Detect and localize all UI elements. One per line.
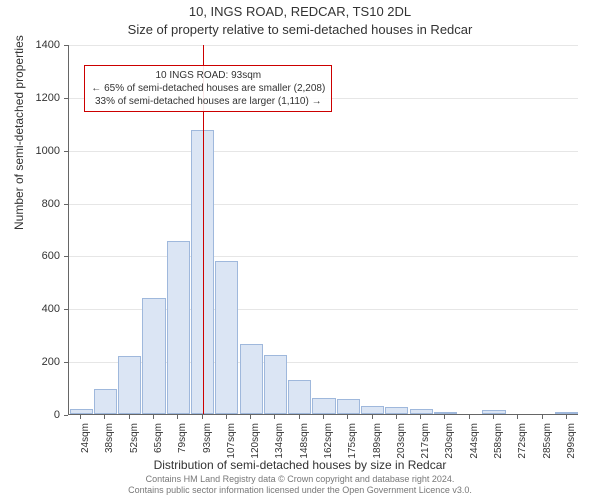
xtick-mark (542, 415, 543, 419)
xtick-label: 24sqm (80, 423, 91, 473)
xtick-mark (299, 415, 300, 419)
title-line-1: 10, INGS ROAD, REDCAR, TS10 2DL (0, 4, 600, 19)
xtick-label: 175sqm (347, 423, 358, 473)
footnote: Contains HM Land Registry data © Crown c… (0, 474, 600, 496)
xtick-label: 79sqm (177, 423, 188, 473)
annotation-line: 10 INGS ROAD: 93sqm (91, 69, 325, 82)
xtick-mark (566, 415, 567, 419)
ytick-label: 800 (0, 198, 60, 210)
xtick-mark (226, 415, 227, 419)
bar (167, 241, 190, 414)
ytick-mark (64, 256, 68, 257)
xtick-label: 148sqm (299, 423, 310, 473)
ytick-label: 0 (0, 409, 60, 421)
xtick-mark (177, 415, 178, 419)
bar (240, 344, 263, 414)
xtick-label: 134sqm (274, 423, 285, 473)
xtick-mark (493, 415, 494, 419)
xtick-label: 93sqm (202, 423, 213, 473)
xtick-mark (444, 415, 445, 419)
xtick-mark (469, 415, 470, 419)
bar (410, 409, 433, 414)
bar (215, 261, 238, 414)
xtick-mark (323, 415, 324, 419)
ytick-label: 200 (0, 356, 60, 368)
bar (94, 389, 117, 414)
bar (385, 407, 408, 414)
bar (142, 298, 165, 414)
xtick-label: 38sqm (104, 423, 115, 473)
bar (361, 406, 384, 414)
xtick-label: 258sqm (493, 423, 504, 473)
xtick-mark (420, 415, 421, 419)
bar (482, 410, 505, 414)
xtick-label: 65sqm (153, 423, 164, 473)
xtick-label: 244sqm (469, 423, 480, 473)
ytick-mark (64, 362, 68, 363)
gridline-h (69, 256, 578, 257)
annotation-line: 33% of semi-detached houses are larger (… (91, 95, 325, 108)
ytick-mark (64, 204, 68, 205)
xtick-mark (129, 415, 130, 419)
xtick-label: 162sqm (323, 423, 334, 473)
xtick-label: 217sqm (420, 423, 431, 473)
ytick-label: 1400 (0, 39, 60, 51)
title-line-2: Size of property relative to semi-detach… (0, 22, 600, 37)
ytick-label: 400 (0, 303, 60, 315)
xtick-label: 299sqm (566, 423, 577, 473)
xtick-mark (202, 415, 203, 419)
xtick-mark (372, 415, 373, 419)
xtick-mark (274, 415, 275, 419)
bar (555, 412, 578, 414)
xtick-mark (104, 415, 105, 419)
ytick-mark (64, 151, 68, 152)
xtick-mark (250, 415, 251, 419)
xtick-label: 285sqm (542, 423, 553, 473)
gridline-h (69, 151, 578, 152)
ytick-mark (64, 309, 68, 310)
xtick-mark (396, 415, 397, 419)
ytick-mark (64, 415, 68, 416)
xtick-mark (347, 415, 348, 419)
xtick-label: 107sqm (226, 423, 237, 473)
xtick-label: 120sqm (250, 423, 261, 473)
xtick-label: 203sqm (396, 423, 407, 473)
footnote-line-1: Contains HM Land Registry data © Crown c… (0, 474, 600, 485)
footnote-line-2: Contains public sector information licen… (0, 485, 600, 496)
bar (337, 399, 360, 414)
ytick-label: 600 (0, 250, 60, 262)
plot-area: 10 INGS ROAD: 93sqm← 65% of semi-detache… (68, 45, 578, 415)
xtick-label: 272sqm (517, 423, 528, 473)
ytick-label: 1000 (0, 145, 60, 157)
ytick-mark (64, 45, 68, 46)
ytick-label: 1200 (0, 92, 60, 104)
xtick-mark (80, 415, 81, 419)
xtick-label: 189sqm (372, 423, 383, 473)
xtick-label: 230sqm (444, 423, 455, 473)
gridline-h (69, 204, 578, 205)
bar (312, 398, 335, 414)
xtick-label: 52sqm (129, 423, 140, 473)
bar (288, 380, 311, 414)
bar (70, 409, 93, 414)
bar (264, 355, 287, 414)
xtick-mark (153, 415, 154, 419)
bar (434, 412, 457, 414)
xtick-mark (517, 415, 518, 419)
chart-container: { "titles": { "line1": "10, INGS ROAD, R… (0, 0, 600, 500)
gridline-h (69, 45, 578, 46)
ytick-mark (64, 98, 68, 99)
annotation-line: ← 65% of semi-detached houses are smalle… (91, 82, 325, 95)
bar (118, 356, 141, 414)
annotation-box: 10 INGS ROAD: 93sqm← 65% of semi-detache… (84, 65, 332, 112)
